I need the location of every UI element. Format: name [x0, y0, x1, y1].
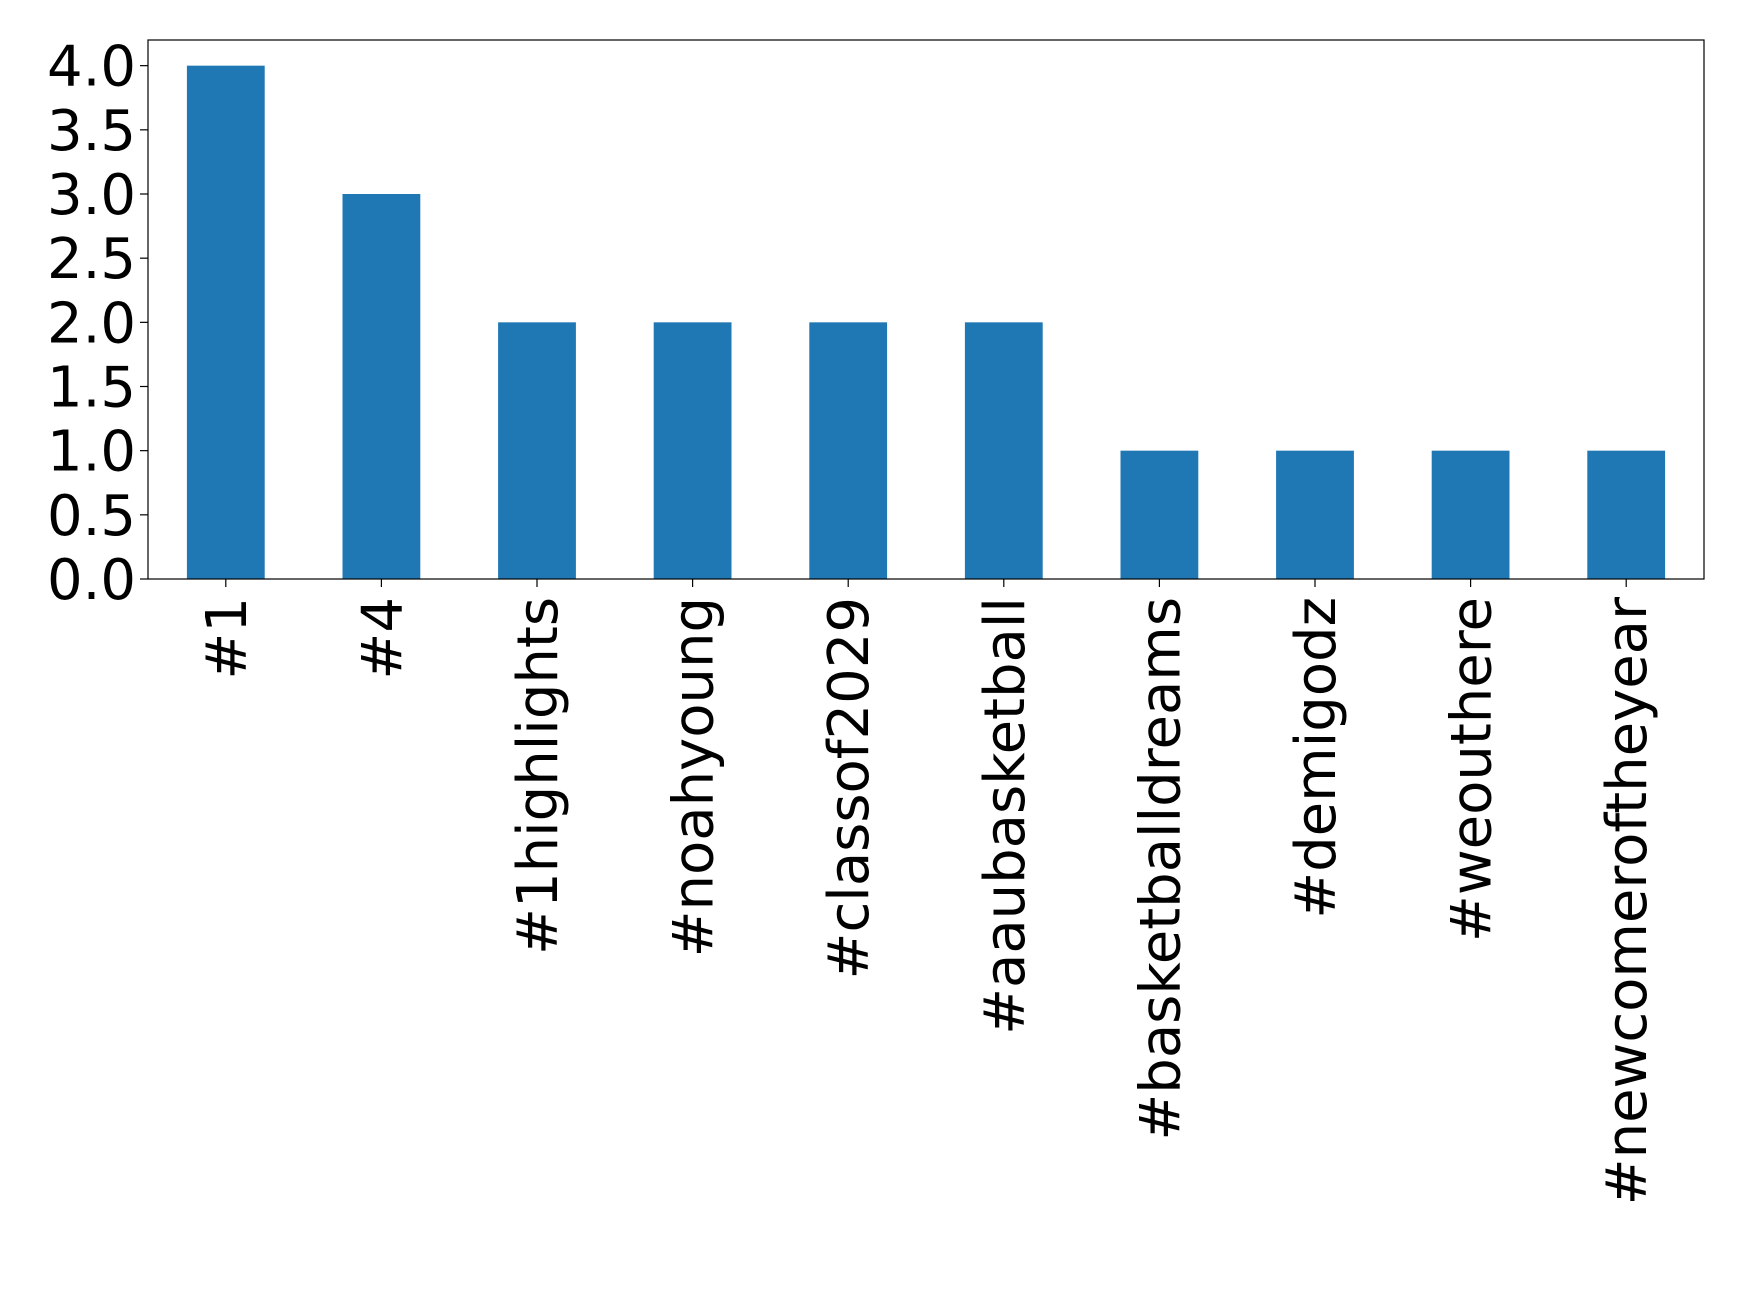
x-tick-label: #classof2029 — [817, 597, 882, 979]
y-tick-label: 2.0 — [47, 291, 136, 356]
x-tick-label: #noahyoung — [662, 597, 727, 957]
bar — [1120, 450, 1199, 579]
y-tick-label: 1.0 — [47, 420, 136, 485]
y-tick-label: 0.5 — [47, 484, 136, 549]
bar — [1276, 450, 1354, 579]
y-tick-label: 3.5 — [47, 99, 136, 164]
x-tick-label: #demigodz — [1284, 597, 1349, 919]
x-tick-label: #1 — [195, 597, 260, 680]
y-tick-label: 4.0 — [47, 35, 136, 100]
bar — [964, 322, 1043, 579]
x-tick-label: #aaubasketball — [973, 597, 1038, 1035]
plot-frame — [147, 39, 1705, 580]
bar — [653, 322, 732, 579]
bar — [186, 65, 265, 579]
x-tick-label: #weouthere — [1440, 597, 1505, 942]
y-tick-label: 2.5 — [47, 227, 136, 292]
bar — [342, 194, 421, 579]
x-tick-label: #basketballdreams — [1128, 597, 1193, 1141]
y-tick-label: 1.5 — [47, 356, 136, 421]
bar — [498, 322, 576, 579]
x-tick-label: #newcomeroftheyear — [1595, 596, 1660, 1205]
y-tick-label: 3.0 — [47, 163, 136, 228]
x-tick-label: #4 — [350, 597, 415, 680]
bar — [809, 322, 888, 579]
bar — [1587, 450, 1666, 579]
bar — [1431, 450, 1510, 579]
x-tick-label: #1highlights — [506, 597, 571, 955]
y-tick-label: 0.0 — [47, 548, 136, 613]
